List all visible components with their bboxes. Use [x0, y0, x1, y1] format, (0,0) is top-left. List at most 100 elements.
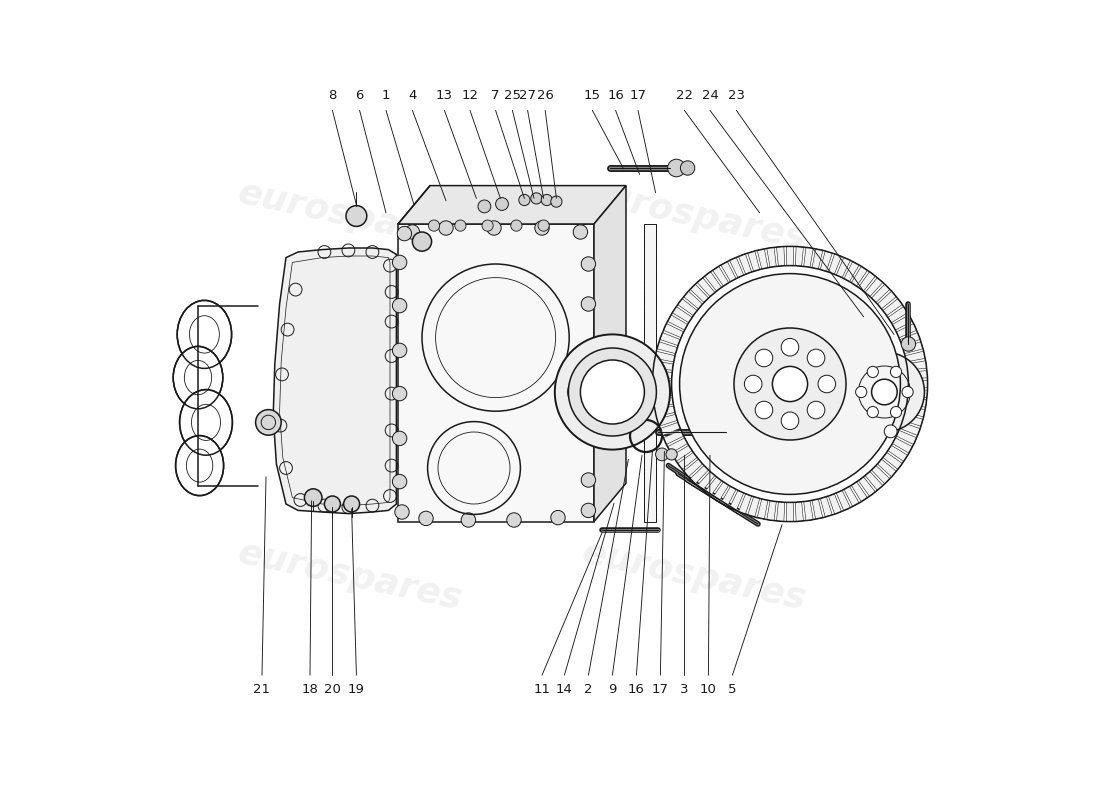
Text: 8: 8: [328, 90, 337, 102]
Polygon shape: [812, 249, 823, 269]
Text: 10: 10: [700, 683, 717, 696]
Polygon shape: [903, 342, 923, 354]
Circle shape: [324, 496, 340, 512]
Text: 7: 7: [492, 90, 499, 102]
Polygon shape: [757, 249, 768, 269]
Polygon shape: [748, 497, 760, 517]
Polygon shape: [871, 466, 890, 484]
Polygon shape: [851, 266, 868, 286]
Polygon shape: [892, 438, 913, 453]
Polygon shape: [896, 430, 916, 445]
Polygon shape: [690, 284, 708, 302]
Polygon shape: [713, 266, 728, 286]
Circle shape: [902, 386, 913, 398]
Text: 27: 27: [519, 90, 536, 102]
Circle shape: [581, 385, 595, 399]
Polygon shape: [865, 471, 883, 490]
Polygon shape: [888, 306, 907, 322]
Polygon shape: [858, 272, 876, 291]
Polygon shape: [672, 446, 692, 462]
Circle shape: [393, 343, 407, 358]
Polygon shape: [652, 380, 672, 388]
Text: 6: 6: [355, 90, 364, 102]
Circle shape: [581, 503, 595, 518]
Polygon shape: [804, 247, 813, 267]
Polygon shape: [767, 501, 777, 521]
Circle shape: [554, 334, 670, 450]
Text: 20: 20: [324, 683, 341, 696]
Circle shape: [656, 448, 669, 461]
Circle shape: [461, 513, 475, 527]
Circle shape: [439, 221, 453, 235]
Polygon shape: [786, 246, 794, 266]
Text: 22: 22: [675, 90, 693, 102]
Polygon shape: [900, 422, 921, 435]
Circle shape: [680, 274, 901, 494]
Polygon shape: [909, 380, 927, 388]
Circle shape: [901, 337, 915, 351]
Polygon shape: [836, 490, 850, 510]
Polygon shape: [767, 247, 777, 267]
Circle shape: [569, 348, 657, 436]
Text: 18: 18: [301, 683, 318, 696]
Text: 12: 12: [462, 90, 478, 102]
Circle shape: [581, 360, 645, 424]
Polygon shape: [777, 246, 784, 266]
Polygon shape: [653, 398, 673, 407]
Text: 11: 11: [534, 683, 550, 696]
Circle shape: [884, 425, 896, 438]
Ellipse shape: [179, 390, 232, 455]
Text: eurospares: eurospares: [234, 176, 465, 256]
Circle shape: [772, 366, 807, 402]
Polygon shape: [653, 361, 673, 370]
Circle shape: [478, 200, 491, 213]
Polygon shape: [645, 224, 656, 522]
Circle shape: [519, 194, 530, 206]
Polygon shape: [663, 430, 684, 445]
Circle shape: [668, 159, 685, 177]
Text: 24: 24: [702, 90, 718, 102]
Polygon shape: [896, 323, 916, 338]
Circle shape: [551, 196, 562, 207]
Text: eurospares: eurospares: [579, 176, 810, 256]
Polygon shape: [705, 272, 722, 291]
Circle shape: [807, 402, 825, 419]
Polygon shape: [594, 186, 626, 522]
Circle shape: [393, 255, 407, 270]
Polygon shape: [844, 262, 859, 282]
Polygon shape: [903, 414, 923, 426]
Circle shape: [745, 375, 762, 393]
Circle shape: [551, 510, 565, 525]
Polygon shape: [683, 459, 703, 477]
Circle shape: [393, 298, 407, 313]
Text: 26: 26: [537, 90, 553, 102]
Polygon shape: [844, 486, 859, 506]
Circle shape: [568, 376, 600, 408]
Polygon shape: [828, 254, 842, 274]
Polygon shape: [757, 499, 768, 519]
Polygon shape: [690, 466, 708, 484]
Polygon shape: [729, 258, 744, 278]
Text: 2: 2: [584, 683, 593, 696]
Polygon shape: [865, 278, 883, 297]
Polygon shape: [738, 254, 751, 274]
Text: 17: 17: [652, 683, 669, 696]
Circle shape: [507, 513, 521, 527]
Text: 14: 14: [556, 683, 573, 696]
Circle shape: [454, 220, 466, 231]
Circle shape: [395, 505, 409, 519]
Polygon shape: [748, 251, 760, 271]
Polygon shape: [652, 390, 672, 398]
Circle shape: [393, 386, 407, 401]
Polygon shape: [398, 224, 594, 522]
Circle shape: [558, 366, 609, 418]
Polygon shape: [668, 315, 688, 330]
Polygon shape: [729, 490, 744, 510]
Polygon shape: [697, 471, 715, 490]
Polygon shape: [871, 284, 890, 302]
Circle shape: [346, 206, 366, 226]
Circle shape: [756, 402, 773, 419]
Polygon shape: [795, 502, 803, 522]
Polygon shape: [892, 315, 913, 330]
Circle shape: [818, 375, 836, 393]
